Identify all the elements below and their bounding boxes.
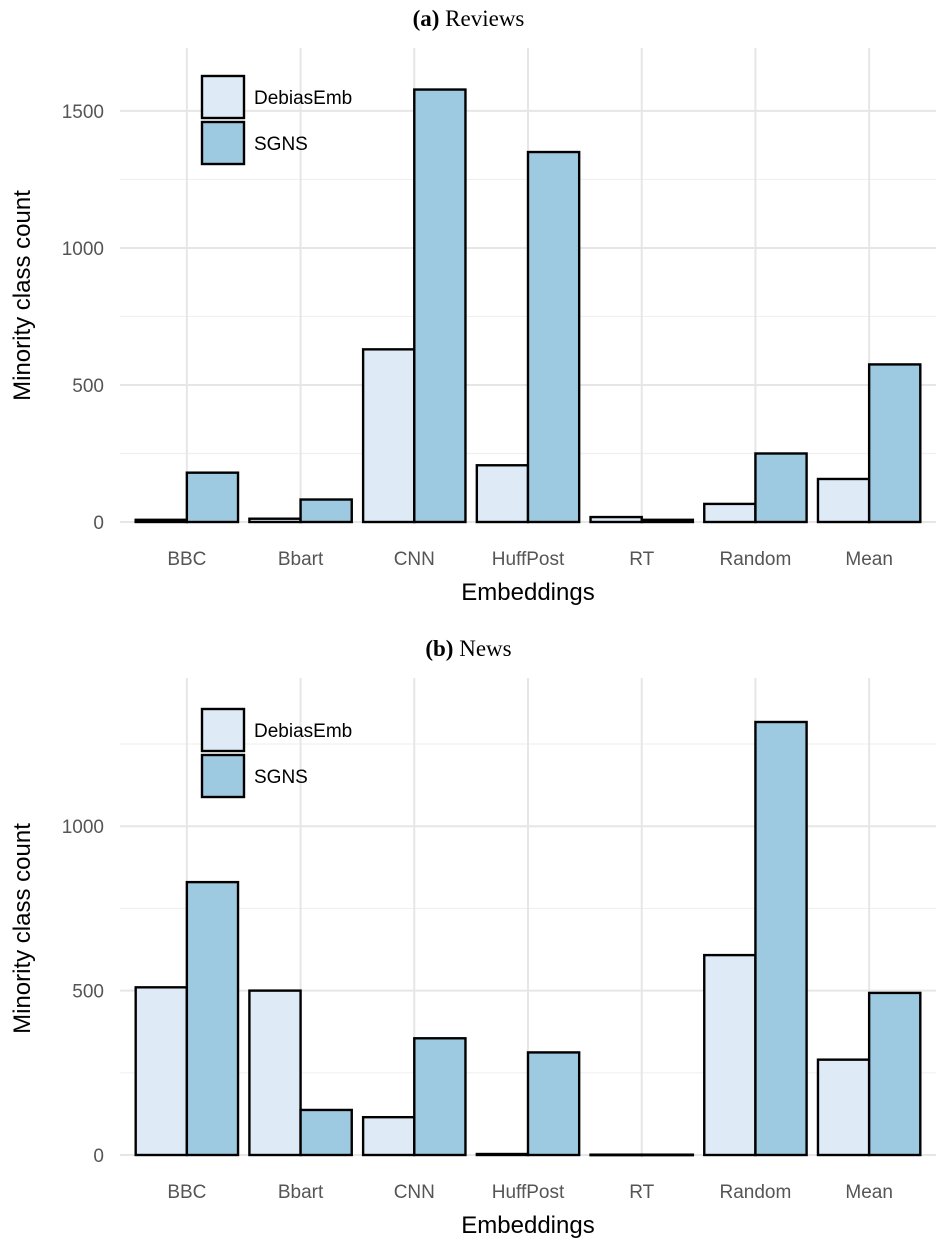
bar-sgns-bbart xyxy=(299,498,353,524)
x-tick-label: Mean xyxy=(845,1182,893,1203)
y-tick-label: 1000 xyxy=(62,239,104,260)
legend-label-sgns: SGNS xyxy=(254,134,308,155)
bar-debiasemb-random xyxy=(703,502,757,524)
bar-debiasemb-bbart xyxy=(248,517,302,524)
bar-debiasemb-mean xyxy=(816,477,871,524)
y-tick-label: 500 xyxy=(72,982,104,1003)
x-tick-label: BBC xyxy=(167,1182,206,1203)
bar-debiasemb-rt xyxy=(589,515,643,524)
y-axis-title: Minority class count xyxy=(9,823,36,1034)
bar-sgns-rt xyxy=(640,1153,695,1157)
panel-b-tag: (b) xyxy=(425,636,454,661)
x-tick-label: CNN xyxy=(394,1182,435,1203)
panel-a-title: (a) Reviews xyxy=(0,6,937,32)
reviews-bar-chart: 0 500 1000 1500 BBC Bbart CNN HuffPost RT Random M… xyxy=(9,48,936,606)
bar-debiasemb-huffpost xyxy=(475,1152,530,1157)
x-tick-label: Random xyxy=(720,1182,792,1203)
panel-a-tag: (a) xyxy=(412,6,440,31)
bar-sgns-huffpost xyxy=(526,1051,581,1157)
x-tick-label: RT xyxy=(629,549,654,570)
bar-sgns-cnn xyxy=(413,88,467,524)
bar-sgns-cnn xyxy=(413,1037,467,1157)
bar-debiasemb-cnn xyxy=(361,348,416,524)
x-tick-label: Bbart xyxy=(278,549,324,570)
bar-sgns-huffpost xyxy=(526,150,581,524)
bar-debiasemb-mean xyxy=(816,1058,871,1157)
legend-label-debiasemb: DebiasEmb xyxy=(254,721,352,742)
panel-b-title: (b) News xyxy=(0,636,937,662)
x-tick-label: Random xyxy=(720,549,792,570)
bar-sgns-bbc xyxy=(185,471,240,524)
bar-debiasemb-huffpost xyxy=(475,464,530,524)
bar-debiasemb-cnn xyxy=(361,1115,416,1157)
bar-sgns-mean xyxy=(867,991,922,1157)
x-tick-label: HuffPost xyxy=(492,1182,565,1203)
bar-debiasemb-bbart xyxy=(248,989,302,1157)
bar-debiasemb-bbc xyxy=(134,986,189,1157)
panel-a-title-text: Reviews xyxy=(445,6,525,31)
x-tick-label: CNN xyxy=(394,549,435,570)
bar-sgns-random xyxy=(754,452,808,524)
bar-sgns-bbart xyxy=(299,1108,353,1157)
news-bar-chart: 0 500 1000 BBC Bbart CNN HuffPost RT Random Mean E… xyxy=(9,678,936,1239)
panel-b-title-text: News xyxy=(459,636,512,661)
legend-key-debiasemb xyxy=(200,74,246,120)
bar-sgns-mean xyxy=(867,363,922,524)
x-tick-label: Mean xyxy=(845,549,893,570)
x-tick-label: BBC xyxy=(167,549,206,570)
y-tick-label: 0 xyxy=(93,513,104,534)
bar-debiasemb-random xyxy=(703,953,757,1157)
legend-key-debiasemb xyxy=(200,707,246,753)
y-tick-label: 500 xyxy=(72,376,104,397)
legend-key-sgns xyxy=(200,753,246,799)
x-axis-title: Embeddings xyxy=(461,1212,594,1239)
legend-label-debiasemb: DebiasEmb xyxy=(254,88,352,109)
y-axis-title: Minority class count xyxy=(9,190,36,401)
bar-sgns-bbc xyxy=(185,880,240,1157)
x-tick-label: HuffPost xyxy=(492,549,565,570)
y-tick-label: 0 xyxy=(93,1146,104,1167)
bar-sgns-random xyxy=(754,720,808,1157)
x-axis-title: Embeddings xyxy=(461,579,594,606)
y-tick-label: 1500 xyxy=(62,102,104,123)
bar-debiasemb-bbc xyxy=(134,518,189,524)
y-tick-label: 1000 xyxy=(62,817,104,838)
x-tick-label: Bbart xyxy=(278,1182,324,1203)
x-tick-label: RT xyxy=(629,1182,654,1203)
legend-key-sgns xyxy=(200,120,246,166)
bar-debiasemb-rt xyxy=(589,1153,643,1157)
bar-sgns-rt xyxy=(640,518,695,524)
legend-label-sgns: SGNS xyxy=(254,767,308,788)
